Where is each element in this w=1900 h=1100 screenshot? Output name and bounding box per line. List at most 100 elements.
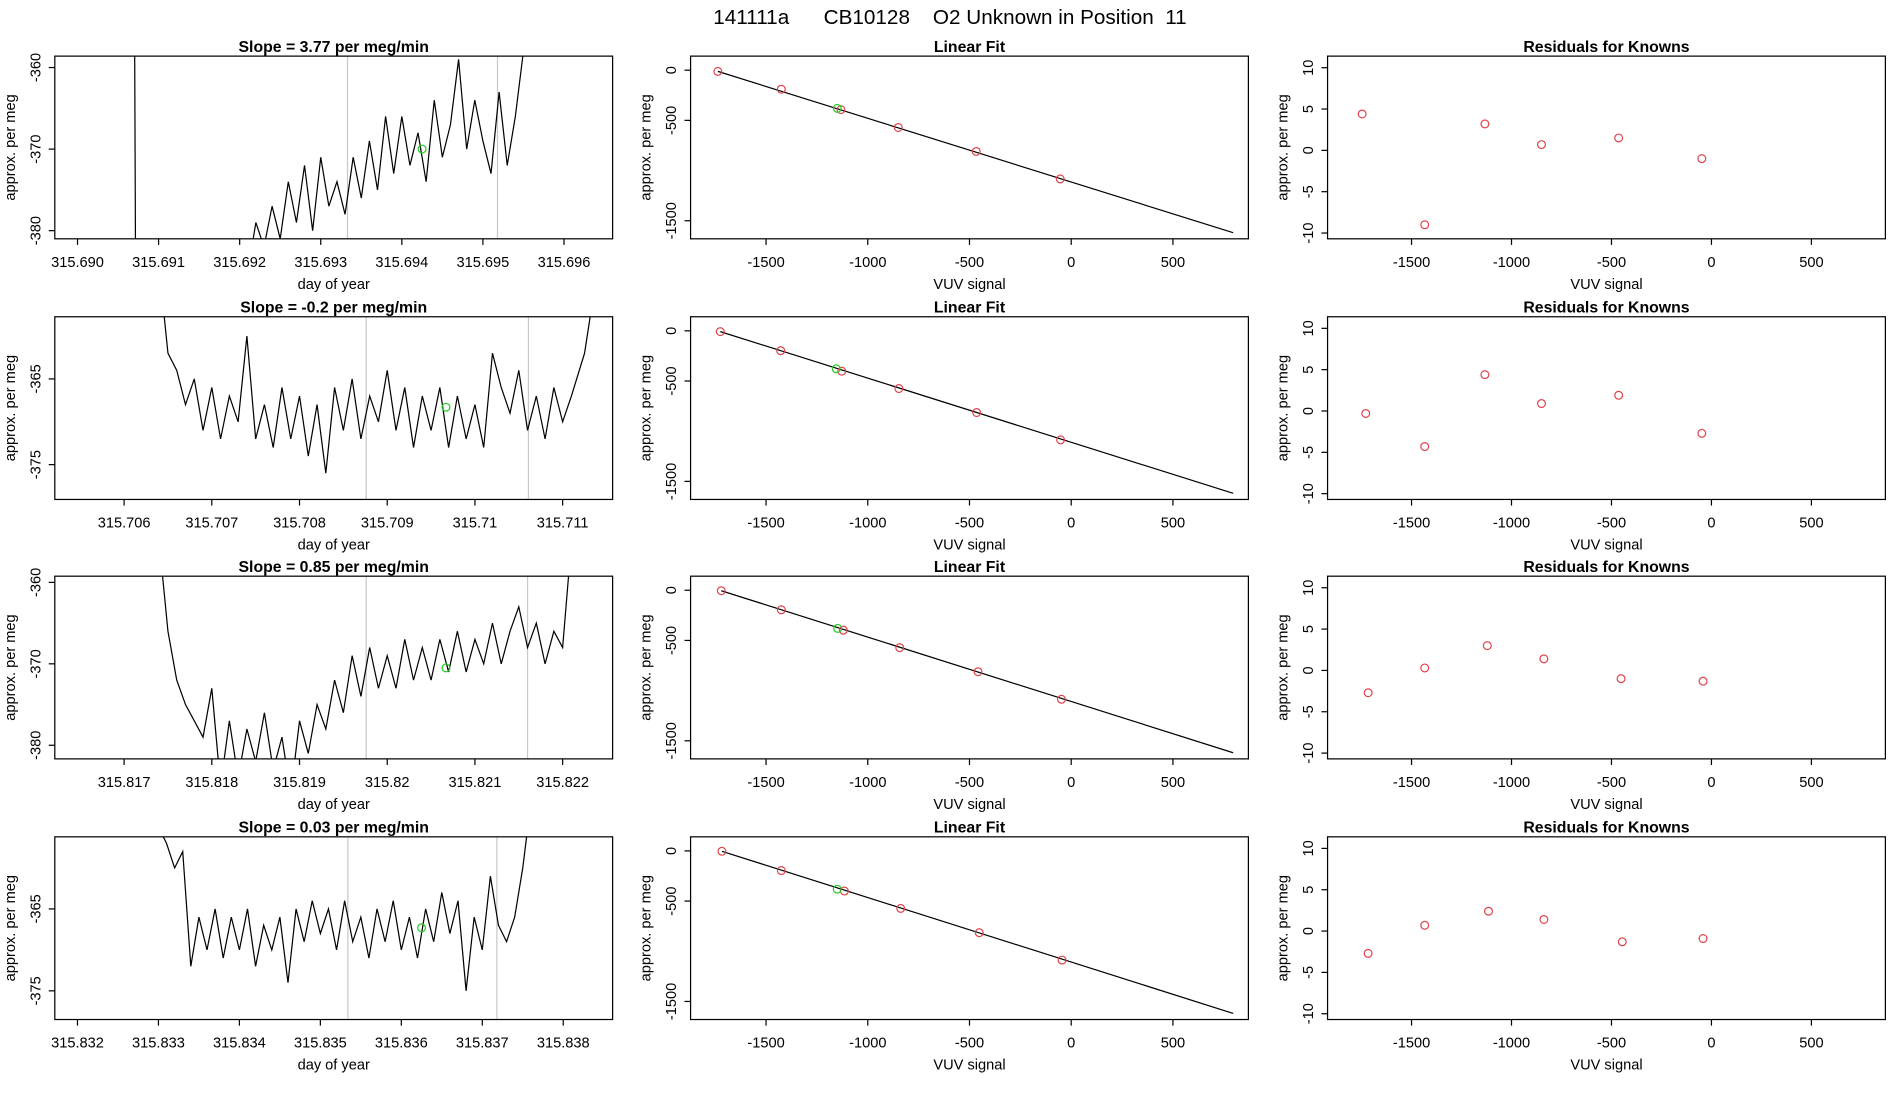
data-point — [776, 84, 786, 94]
data-point — [836, 105, 846, 115]
y-tick-label: -500 — [664, 886, 680, 915]
x-tick-label: 0 — [1707, 516, 1715, 532]
x-tick-label: -500 — [955, 1036, 984, 1052]
panel-title: Linear Fit — [934, 559, 1006, 576]
y-tick-label: 0 — [1301, 407, 1317, 415]
fit-line — [717, 70, 1234, 234]
panel-title: Slope = 0.03 per meg/min — [238, 819, 428, 836]
x-axis-label: VUV signal — [1570, 277, 1642, 293]
panel: Linear Fit VUV signal approx. per meg -1500… — [639, 559, 1250, 813]
y-tick-label: -360 — [28, 53, 44, 82]
x-tick-label: 315.708 — [273, 516, 326, 532]
data-point — [1420, 220, 1430, 230]
plot-area — [134, 56, 524, 239]
data-point — [838, 625, 848, 635]
panel: Slope = 0.03 per meg/min day of year appro… — [3, 819, 614, 1074]
data-point — [1614, 133, 1624, 143]
x-tick-label: -1500 — [747, 775, 784, 791]
data-point — [1480, 119, 1490, 129]
y-tick-label: -10 — [1301, 743, 1317, 764]
highlight-point — [831, 364, 841, 374]
data-point — [973, 667, 983, 677]
panel-title: Residuals for Knowns — [1523, 819, 1689, 836]
x-tick-label: 500 — [1799, 1036, 1823, 1052]
x-tick-label: 0 — [1707, 255, 1715, 271]
x-tick-label: 500 — [1799, 516, 1823, 532]
x-tick-label: 315.706 — [98, 516, 151, 532]
x-tick-label: -1500 — [1393, 1036, 1430, 1052]
plot-frame — [1326, 575, 1886, 760]
x-tick-label: 0 — [1707, 1036, 1715, 1052]
x-tick-label: 315.822 — [536, 775, 589, 791]
y-tick-label: 10 — [1301, 60, 1317, 76]
panel-title: Slope = 0.85 per meg/min — [238, 559, 428, 576]
y-axis-label: approx. per meg — [1276, 355, 1292, 461]
highlight-point — [441, 663, 451, 673]
plot-area — [1363, 906, 1708, 958]
x-tick-label: 0 — [1067, 516, 1075, 532]
panel-title: Slope = 3.77 per meg/min — [238, 39, 428, 56]
data-point — [717, 846, 727, 856]
x-tick-label: -1000 — [849, 516, 886, 532]
highlight-point — [417, 923, 427, 933]
x-tick-label: 500 — [1161, 255, 1185, 271]
y-tick-label: -500 — [664, 626, 680, 655]
x-tick-label: 315.709 — [361, 516, 414, 532]
plot-frame — [54, 55, 614, 240]
data-point — [1539, 654, 1549, 664]
plot-frame — [689, 316, 1250, 501]
x-tick-label: 315.82 — [365, 775, 410, 791]
x-tick-label: 315.821 — [449, 775, 502, 791]
x-tick-label: 315.817 — [98, 775, 151, 791]
panel: Linear Fit VUV signal approx. per meg -1500… — [639, 39, 1250, 293]
y-tick-label: -500 — [664, 366, 680, 395]
data-point — [1056, 694, 1066, 704]
x-tick-label: 315.71 — [453, 516, 498, 532]
y-tick-label: -5 — [1301, 966, 1317, 979]
data-point — [1363, 688, 1373, 698]
data-point — [895, 643, 905, 653]
data-point — [1536, 399, 1547, 409]
panel: Slope = 3.77 per meg/min day of year appro… — [3, 39, 614, 293]
plot-frame — [54, 836, 614, 1021]
data-point — [776, 605, 786, 615]
x-tick-label: 315.818 — [185, 775, 238, 791]
data-line — [162, 836, 528, 991]
data-point — [972, 408, 982, 418]
y-tick-label: -10 — [1301, 222, 1317, 243]
plot-area — [713, 66, 1234, 234]
data-line — [161, 576, 570, 759]
data-point — [893, 122, 903, 132]
x-tick-label: 315.695 — [456, 255, 509, 271]
fit-line — [721, 590, 1234, 754]
x-tick-label: -1000 — [849, 255, 886, 271]
y-tick-label: 0 — [1301, 666, 1317, 674]
panel: Linear Fit VUV signal approx. per meg -1500… — [639, 299, 1250, 554]
y-tick-label: -1500 — [664, 983, 680, 1020]
y-tick-label: -375 — [28, 450, 44, 479]
y-tick-label: -500 — [664, 106, 680, 135]
data-point — [1482, 641, 1492, 651]
panel: Linear Fit VUV signal approx. per meg -1500… — [639, 819, 1250, 1074]
x-axis-label: day of year — [298, 277, 370, 293]
y-tick-label: 0 — [664, 847, 680, 855]
plot-area — [1357, 109, 1707, 230]
x-tick-label: -1500 — [1393, 255, 1430, 271]
y-tick-label: 0 — [1301, 146, 1317, 154]
y-tick-label: -1500 — [664, 463, 680, 500]
data-point — [1363, 948, 1373, 958]
y-axis-label: approx. per meg — [639, 94, 655, 200]
x-tick-label: 315.834 — [213, 1036, 266, 1052]
data-point — [1420, 442, 1430, 452]
figure-title: 141111a CB10128 O2 Unknown in Position 1… — [713, 6, 1186, 29]
data-point — [894, 384, 904, 394]
x-tick-label: -500 — [955, 516, 984, 532]
panel: Residuals for Knowns VUV signal approx. pe… — [1276, 39, 1886, 293]
x-tick-label: 0 — [1067, 255, 1075, 271]
panel-title: Linear Fit — [934, 39, 1006, 56]
panel: Residuals for Knowns VUV signal approx. pe… — [1276, 819, 1886, 1074]
y-tick-label: -10 — [1301, 483, 1317, 504]
data-point — [1056, 435, 1066, 445]
plot-frame — [1326, 55, 1886, 240]
